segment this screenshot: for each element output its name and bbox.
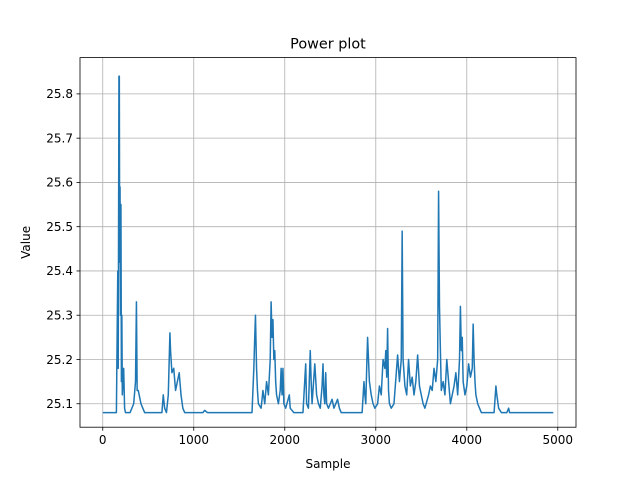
x-axis-label: Sample (306, 457, 351, 471)
x-tick-label: 5000 (543, 433, 574, 447)
y-tick-label: 25.3 (46, 309, 73, 323)
y-tick-label: 25.6 (46, 176, 73, 190)
x-tick-label: 1000 (178, 433, 209, 447)
grid (80, 57, 576, 428)
y-tick-label: 25.2 (46, 353, 73, 367)
plot-area-frame (79, 57, 577, 428)
y-tick-label: 25.5 (46, 220, 73, 234)
x-tick-label: 4000 (452, 433, 483, 447)
x-tick-label: 3000 (361, 433, 392, 447)
tick-marks: 0 1000 2000 3000 4000 5000 25.1 25.2 25.3 25.4 25.… (46, 87, 573, 447)
chart-title: Power plot (290, 37, 366, 53)
y-tick-label: 25.4 (46, 264, 73, 278)
series-layer (102, 75, 554, 414)
x-tick-label: 2000 (269, 433, 300, 447)
y-tick-label: 25.1 (46, 397, 73, 411)
y-tick-label: 25.8 (46, 87, 73, 101)
y-axis-label: Value (19, 226, 33, 259)
y-tick-label: 25.7 (46, 131, 73, 145)
x-tick-label: 0 (99, 433, 107, 447)
power-series-line (102, 75, 554, 414)
